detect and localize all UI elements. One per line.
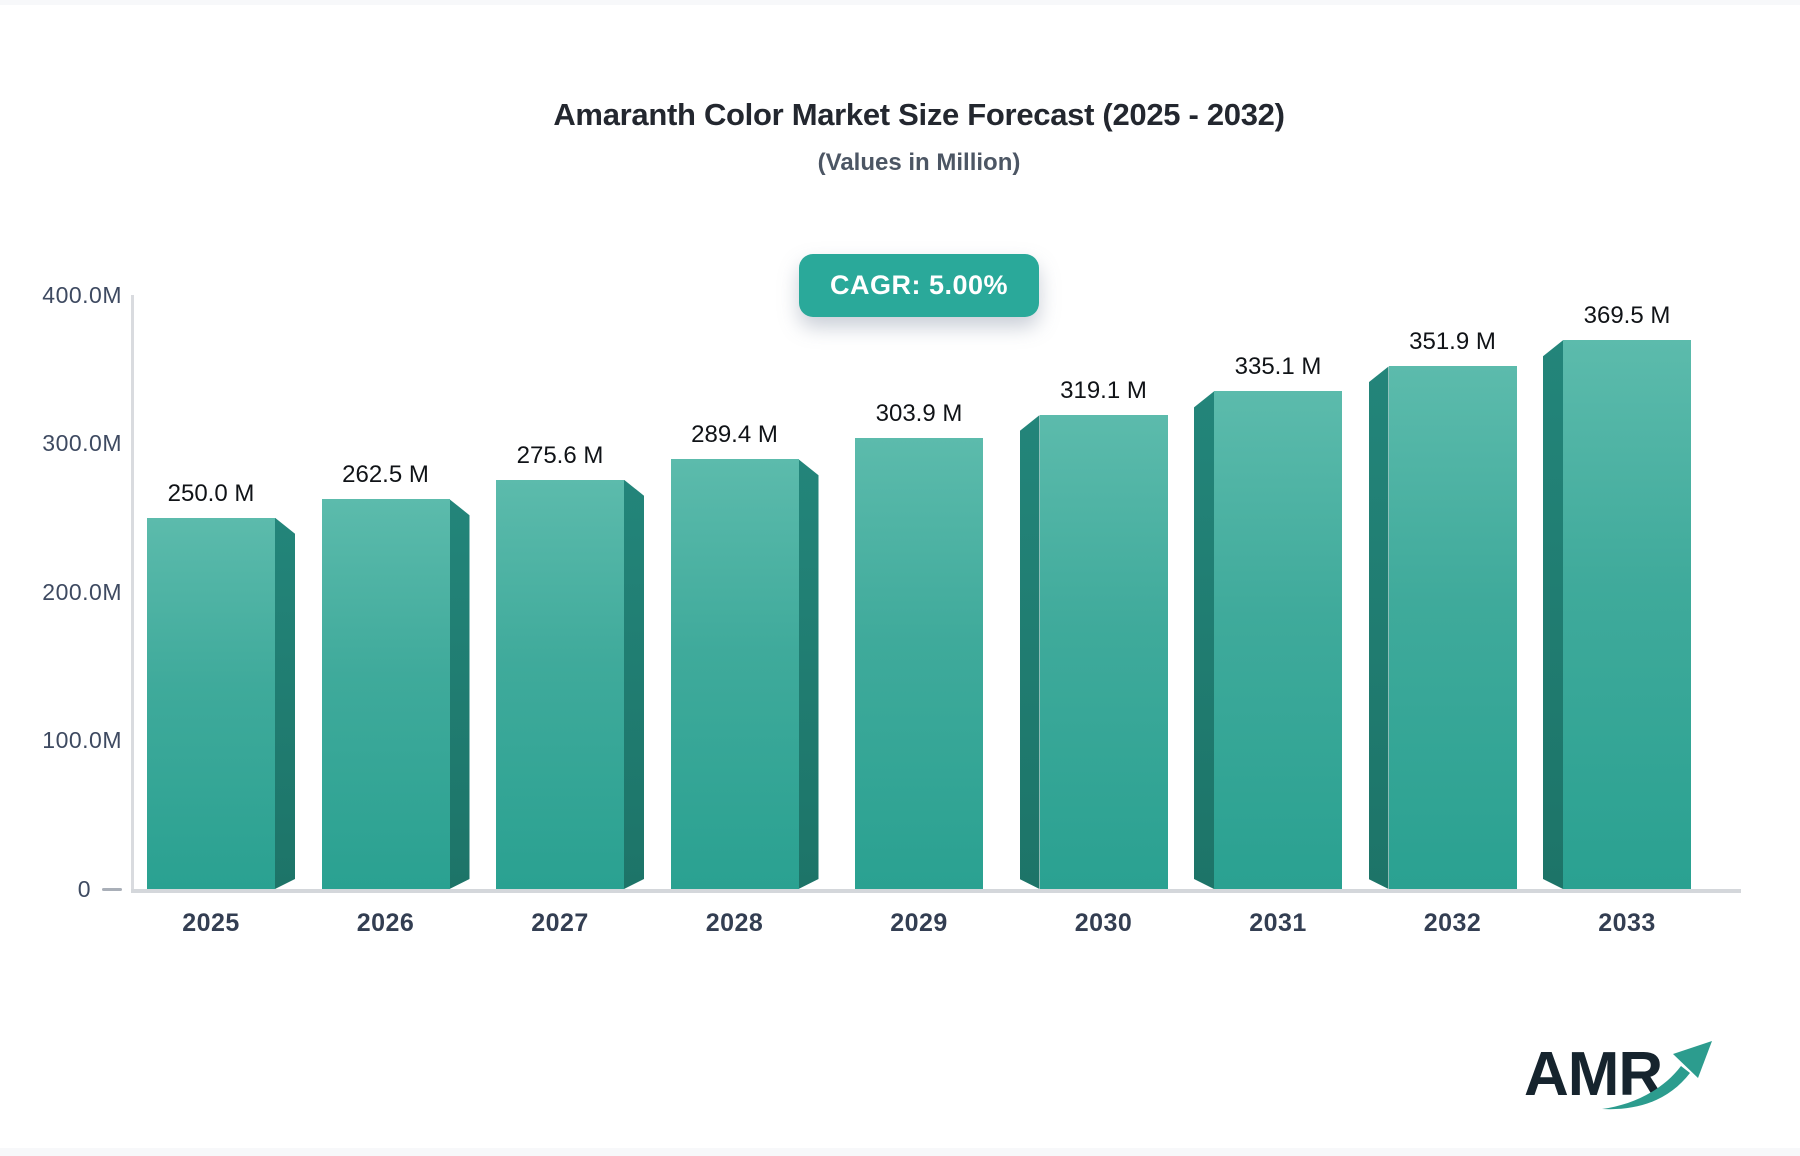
x-axis-label: 2029 [890, 909, 948, 937]
bar-side-face [450, 499, 470, 889]
y-tick-label: 100.0M [42, 727, 122, 753]
bar-side-face [624, 480, 644, 889]
x-axis-label: 2032 [1423, 909, 1482, 937]
amr-logo: AMR [1524, 1031, 1720, 1117]
bar-group: 351.9 M 2032 [1369, 328, 1517, 937]
bar: 351.9 M [1388, 328, 1517, 889]
bar-group: 319.1 M 2030 [1020, 377, 1168, 937]
bar-group: 250.0 M 2025 [147, 480, 295, 937]
bar-value-label: 369.5 M [1583, 302, 1671, 330]
bar-side-face [275, 518, 295, 889]
y-tick: 200.0M [0, 576, 136, 608]
y-axis-line [131, 295, 134, 889]
y-tick-dash-icon [102, 887, 122, 891]
bar-value-label: 289.4 M [691, 421, 778, 449]
bar-group: 275.6 M 2027 [496, 442, 644, 937]
plot-area: 250.0 M 2025 262.5 M 2026 275.6 M 2027 289.4 M… [133, 295, 1705, 937]
chart-title: Amaranth Color Market Size Forecast (202… [553, 97, 1285, 132]
bar-value-label: 303.9 M [875, 399, 963, 427]
y-tick: 100.0M [0, 725, 136, 757]
bar: 369.5 M [1563, 302, 1691, 889]
bar-group: 289.4 M 2028 [670, 421, 819, 937]
bar: 319.1 M [1039, 377, 1168, 889]
bar: 250.0 M [147, 480, 275, 889]
y-tick-label: 200.0M [42, 578, 122, 605]
chart-canvas: Amaranth Color Market Size Forecast (202… [0, 5, 1800, 1148]
x-axis-label: 2028 [705, 909, 764, 937]
y-tick-label: 400.0M [42, 281, 122, 308]
bar-value-label: 335.1 M [1234, 353, 1322, 381]
growth-arrow-icon [1602, 1041, 1712, 1110]
bar-side-face [1543, 340, 1563, 889]
y-tick: 400.0M [0, 279, 136, 311]
bar-side-face [1194, 391, 1214, 889]
bar-group: 262.5 M 2026 [321, 461, 470, 937]
y-tick: 0 [0, 873, 122, 905]
cagr-badge: CAGR: 5.00% [798, 254, 1040, 317]
bar: 275.6 M [496, 442, 624, 889]
bar: 303.9 M [855, 400, 983, 889]
bar: 262.5 M [321, 461, 450, 889]
bar-group: 335.1 M 2031 [1194, 353, 1342, 937]
bar-value-label: 351.9 M [1409, 328, 1496, 356]
x-axis-label: 2025 [182, 909, 240, 937]
chart-subtitle: (Values in Million) [817, 149, 1021, 176]
bar-group: 303.9 M 2029 [845, 400, 993, 937]
x-axis-label: 2027 [531, 909, 589, 937]
bar-value-label: 262.5 M [342, 461, 429, 489]
x-axis-label: 2033 [1598, 909, 1656, 937]
bar-value-label: 319.1 M [1060, 377, 1147, 405]
x-axis-line [131, 889, 1741, 893]
bar-value-label: 275.6 M [516, 441, 604, 469]
y-tick: 300.0M [0, 428, 136, 460]
bar: 289.4 M [670, 421, 799, 889]
y-tick-label: 300.0M [42, 430, 122, 456]
bar-group: 369.5 M 2033 [1543, 302, 1691, 937]
cagr-badge-wrap: CAGR: 5.00% [133, 254, 1705, 317]
x-axis-label: 2026 [356, 909, 415, 937]
amr-logo-text: AMR [1524, 1040, 1662, 1109]
bar-value-label: 250.0 M [167, 479, 255, 507]
x-axis-label: 2030 [1074, 909, 1133, 937]
bar-side-face [799, 459, 819, 889]
bar: 335.1 M [1214, 353, 1342, 889]
y-tick-label: 0 [77, 875, 91, 902]
bar-side-face [1020, 415, 1040, 889]
x-axis-label: 2031 [1249, 909, 1307, 937]
bar-side-face [1369, 366, 1389, 889]
